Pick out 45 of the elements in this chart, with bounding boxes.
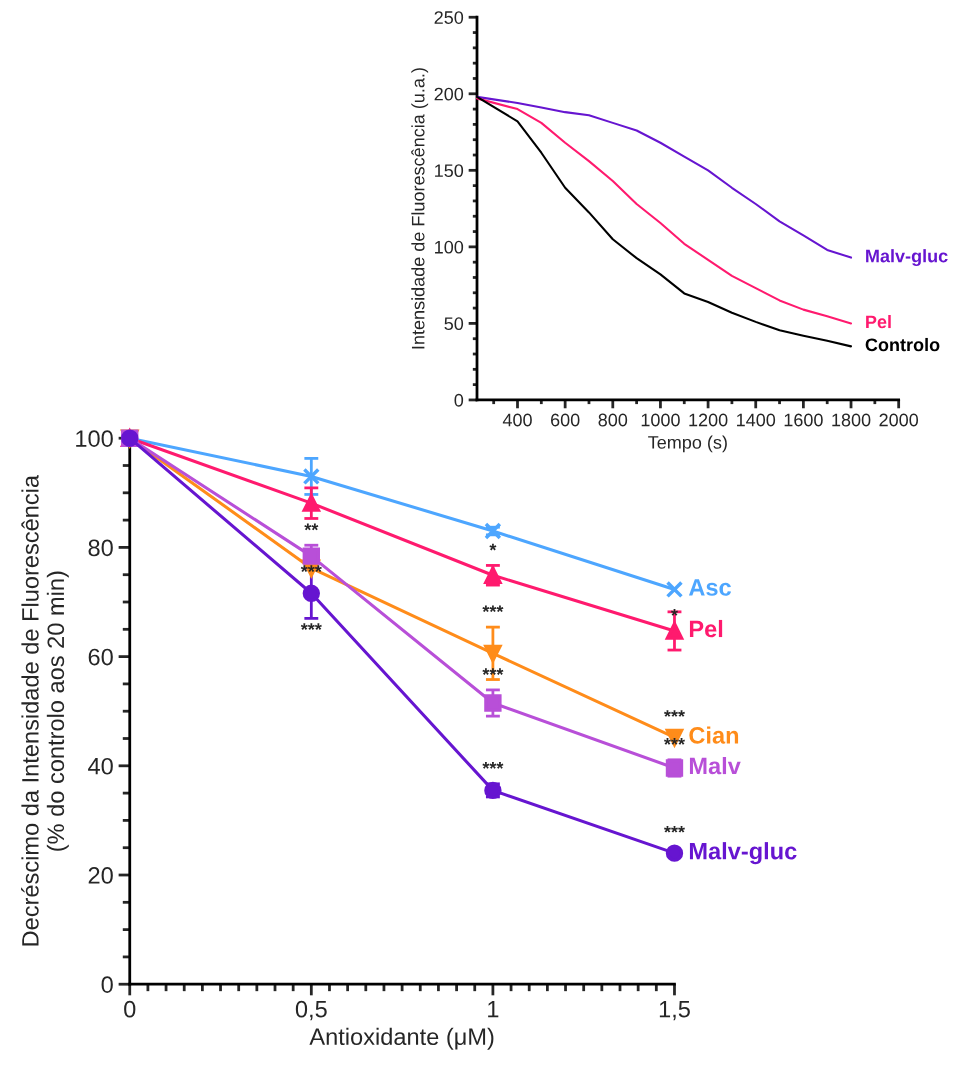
y-tick-label: 150 xyxy=(435,164,464,178)
y-axis-title: Intensidade de Fluorescência (u.a.) xyxy=(411,68,429,349)
x-tick-label: 0 xyxy=(124,1000,136,1018)
series-label: Malv xyxy=(689,756,741,775)
y-tick-label: 50 xyxy=(444,317,464,331)
y-tick-label: 60 xyxy=(88,648,113,666)
x-tick-label: 1400 xyxy=(737,413,776,427)
x-tick-label: 1200 xyxy=(689,413,728,427)
x-axis-title: Tempo (s) xyxy=(648,435,727,453)
x-tick-label: 400 xyxy=(502,413,532,427)
annotation: * xyxy=(671,609,678,616)
series-label: Asc xyxy=(688,579,731,596)
x-tick-label: 2000 xyxy=(879,413,919,427)
series-label: Pel xyxy=(866,314,891,329)
y-axis-title: Decréscimo da Intensidade de Fluorescência (% do controlo aos 20 min) xyxy=(21,474,69,946)
y-tick-label: 100 xyxy=(76,430,113,447)
series-label: Malv-gluc xyxy=(866,249,948,267)
series-label: Malv-gluc xyxy=(689,842,797,865)
y-tick-label: 100 xyxy=(435,240,464,254)
y-tick-label: 200 xyxy=(434,87,464,101)
y-tick-label: 0 xyxy=(101,976,113,993)
annotation: ** xyxy=(304,523,319,531)
x-tick-label: 1 xyxy=(488,1001,499,1018)
y-tick-label: 0 xyxy=(454,393,464,407)
y-tick-label: 20 xyxy=(88,867,113,884)
annotation: *** xyxy=(300,623,322,630)
x-axis-title: Antioxidante (μM) xyxy=(309,1027,494,1050)
series-label: Pel xyxy=(689,619,723,638)
y-tick-label: 40 xyxy=(88,757,113,775)
x-tick-label: 1800 xyxy=(832,413,871,427)
series-label: Controlo xyxy=(865,337,940,352)
x-tick-label: 800 xyxy=(598,413,628,427)
annotation: * xyxy=(489,543,497,551)
y-tick-label: 250 xyxy=(434,11,464,24)
annotation: *** xyxy=(482,762,504,769)
annotation: *** xyxy=(663,825,685,833)
y-tick-label: 80 xyxy=(88,539,113,557)
x-tick-label: 1000 xyxy=(641,413,680,427)
x-tick-label: 1,5 xyxy=(659,1001,690,1021)
x-tick-label: 600 xyxy=(551,413,580,427)
annotation: *** xyxy=(482,605,504,613)
x-tick-label: 0,5 xyxy=(295,1000,327,1021)
x-tick-label: 1600 xyxy=(784,413,823,427)
annotation: *** xyxy=(663,710,685,717)
series-label: Cian xyxy=(689,726,739,744)
